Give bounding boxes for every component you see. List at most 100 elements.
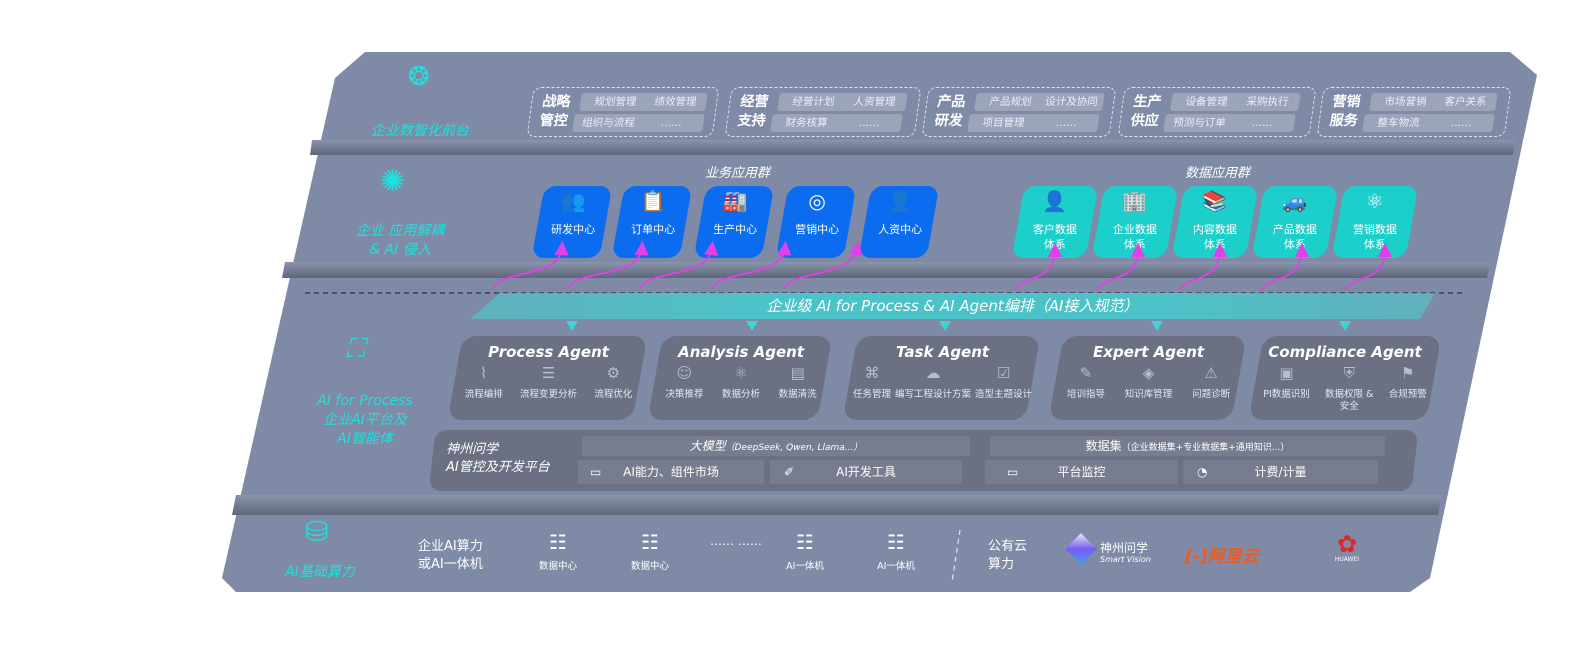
agent-card-compliance[interactable]: Compliance Agent ▣ PI数据识别 ⛨ 数据权限 & 安全 ⚑ 合规预警 xyxy=(1248,336,1442,420)
server-item: ☷ 数据中心 xyxy=(620,530,680,572)
head-icon: ☺ xyxy=(676,364,693,382)
layer-label-infra: AI基础算力 xyxy=(285,564,355,580)
server-label: 数据中心 xyxy=(538,561,577,572)
server-icon: ☷ xyxy=(887,530,905,554)
gauge-icon: ◔ xyxy=(1197,465,1208,479)
down-arrow-icon xyxy=(939,321,951,331)
down-arrow-icon xyxy=(1151,321,1163,331)
server-item: ☷ AI一体机 xyxy=(866,530,926,572)
flow-arrow xyxy=(1179,242,1228,291)
agent-item: 数据权限 & 安全 xyxy=(1325,389,1374,412)
agent-item: PI数据识别 xyxy=(1263,389,1310,400)
dataset-note: （企业数据集+专业数据集+通用知识...） xyxy=(1121,443,1290,453)
shenzhou-logo-en: Smart Vision xyxy=(1100,555,1151,564)
agent-item: 造型主题设计 xyxy=(975,389,1033,400)
business-apps-title: 业务应用群 xyxy=(705,166,771,181)
agent-item: 数据清洗 xyxy=(778,389,817,400)
agent-title: Process Agent xyxy=(488,343,609,361)
agent-item: 编写工程设计方案 xyxy=(895,389,972,400)
data-apps-title: 数据应用群 xyxy=(1185,166,1251,181)
huawei-logo-text: HUAWEI xyxy=(1334,556,1360,563)
agent-title: Task Agent xyxy=(896,343,990,361)
enterprise-compute-label: 企业AI算力 或AI一体机 xyxy=(418,539,483,572)
flow-arrow xyxy=(1014,242,1063,291)
list-icon: ☰ xyxy=(541,364,556,382)
database-icon: ⛁ xyxy=(305,515,329,548)
agent-title: Compliance Agent xyxy=(1268,343,1422,361)
flow-arrow xyxy=(711,240,792,289)
agent-card-analysis[interactable]: Analysis Agent ☺ 决策推荐 ⚛ 数据分析 ▤ 数据清洗 xyxy=(647,336,833,420)
vertical-divider xyxy=(951,529,961,583)
dataset-title: 数据集 xyxy=(1085,439,1122,453)
agent-item: 合规预警 xyxy=(1388,389,1427,400)
brain-icon: ❂ xyxy=(408,62,430,92)
agent-item: 流程优化 xyxy=(594,389,633,400)
atom-icon: ⚛ xyxy=(734,364,748,382)
layer-divider xyxy=(282,262,1490,278)
agent-item: 问题诊断 xyxy=(1192,389,1231,400)
id-card-icon: ▣ xyxy=(1279,364,1294,382)
billing-button[interactable]: ◔ 计费/计量 xyxy=(1183,460,1378,484)
monitor-icon: ▭ xyxy=(1007,465,1019,479)
agent-card-process[interactable]: Process Agent ⌇ 流程编排 ☰ 流程变更分析 ⚙ 流程优化 xyxy=(447,336,648,420)
diagnosis-icon: ⚠ xyxy=(1204,364,1218,382)
aliyun-logo-text: 阿里云 xyxy=(1207,547,1259,567)
label: AI开发工具 xyxy=(836,465,896,479)
layer-label-ai-1: AI for Process xyxy=(317,393,413,409)
dataset-header: 数据集（企业数据集+专业数据集+通用知识...） xyxy=(990,436,1385,456)
shield-icon: ⛨ xyxy=(1343,364,1355,382)
public-cloud-label: 公有云 算力 xyxy=(988,539,1028,572)
server-label: AI一体机 xyxy=(877,561,915,572)
layer-label-apps: 企业 应用解耦 & AI 侵入 xyxy=(355,223,445,258)
agent-item: 数据分析 xyxy=(722,389,761,400)
network-icon: ⌘ xyxy=(864,364,880,382)
platform-name: 神州问学 AI管控及开发平台 xyxy=(446,442,550,475)
agent-title: Expert Agent xyxy=(1093,343,1205,361)
aliyun-logo: [-]阿里云 xyxy=(1185,542,1259,567)
down-arrow-icon xyxy=(746,321,758,331)
flow-arrow xyxy=(1261,242,1310,291)
label: 平台监控 xyxy=(1057,465,1106,479)
flow-arrow xyxy=(567,240,649,289)
ellipsis: …… …… xyxy=(710,534,762,548)
agent-card-expert[interactable]: Expert Agent ✎ 培训指导 ◈ 知识库管理 ⚠ 问题诊断 xyxy=(1048,336,1247,420)
dev-tools-button[interactable]: ✐ AI开发工具 xyxy=(770,460,962,484)
huawei-logo: ✿ HUAWEI xyxy=(1330,532,1364,563)
server-icon: ☷ xyxy=(549,530,567,554)
workflow-icon: ⌇ xyxy=(480,364,488,382)
model-note: （DeepSeek, Qwen, Llama...） xyxy=(725,443,863,453)
server-item: ☷ AI一体机 xyxy=(775,530,835,572)
flow-arrow xyxy=(1096,242,1146,291)
checklist-icon: ☑ xyxy=(996,364,1011,382)
platform-monitor-button[interactable]: ▭ 平台监控 xyxy=(985,460,1178,484)
layer-divider xyxy=(310,140,1515,155)
huawei-petal-icon: ✿ xyxy=(1336,530,1358,558)
flow-arrow xyxy=(639,240,719,289)
component-market-button[interactable]: ▭ AI能力、组件市场 xyxy=(578,460,764,484)
agent-item: 培训指导 xyxy=(1066,389,1105,400)
agent-item: 决策推荐 xyxy=(665,389,704,400)
agent-item: 流程编排 xyxy=(464,389,503,400)
label: 计费/计量 xyxy=(1254,465,1307,479)
optimize-icon: ⚙ xyxy=(606,364,621,382)
clean-icon: ▤ xyxy=(790,364,805,382)
model-header: 大模型（DeepSeek, Qwen, Llama...） xyxy=(582,436,970,456)
server-label: 数据中心 xyxy=(630,561,669,572)
flow-arrow xyxy=(1344,242,1393,291)
agent-item: 知识库管理 xyxy=(1124,389,1173,400)
server-icon: ☷ xyxy=(641,530,659,554)
training-icon: ✎ xyxy=(1079,364,1093,382)
agent-card-task[interactable]: Task Agent ⌘ 任务管理 ☁ 编写工程设计方案 ☑ 造型主题设计 xyxy=(842,336,1041,420)
layer-label-front: 企业数智化前台 xyxy=(371,123,469,139)
layer-label-ai-3: AI智能体 xyxy=(337,431,393,447)
layers-icon: ◈ xyxy=(1142,364,1155,382)
flow-arrow xyxy=(784,240,863,289)
cloud-icon: ☁ xyxy=(925,364,941,382)
orchestration-banner: 企业级 AI for Process & AI Agent编排（AI接入规范） xyxy=(470,293,1435,319)
shenzhou-logo-text: 神州问学 xyxy=(1100,541,1149,555)
agent-item: 任务管理 xyxy=(853,389,892,400)
dev-tool-icon: ✐ xyxy=(784,465,795,479)
aliyun-mark-icon: [-] xyxy=(1185,547,1208,567)
market-icon: ▭ xyxy=(590,465,602,479)
down-arrow-icon xyxy=(566,321,578,331)
